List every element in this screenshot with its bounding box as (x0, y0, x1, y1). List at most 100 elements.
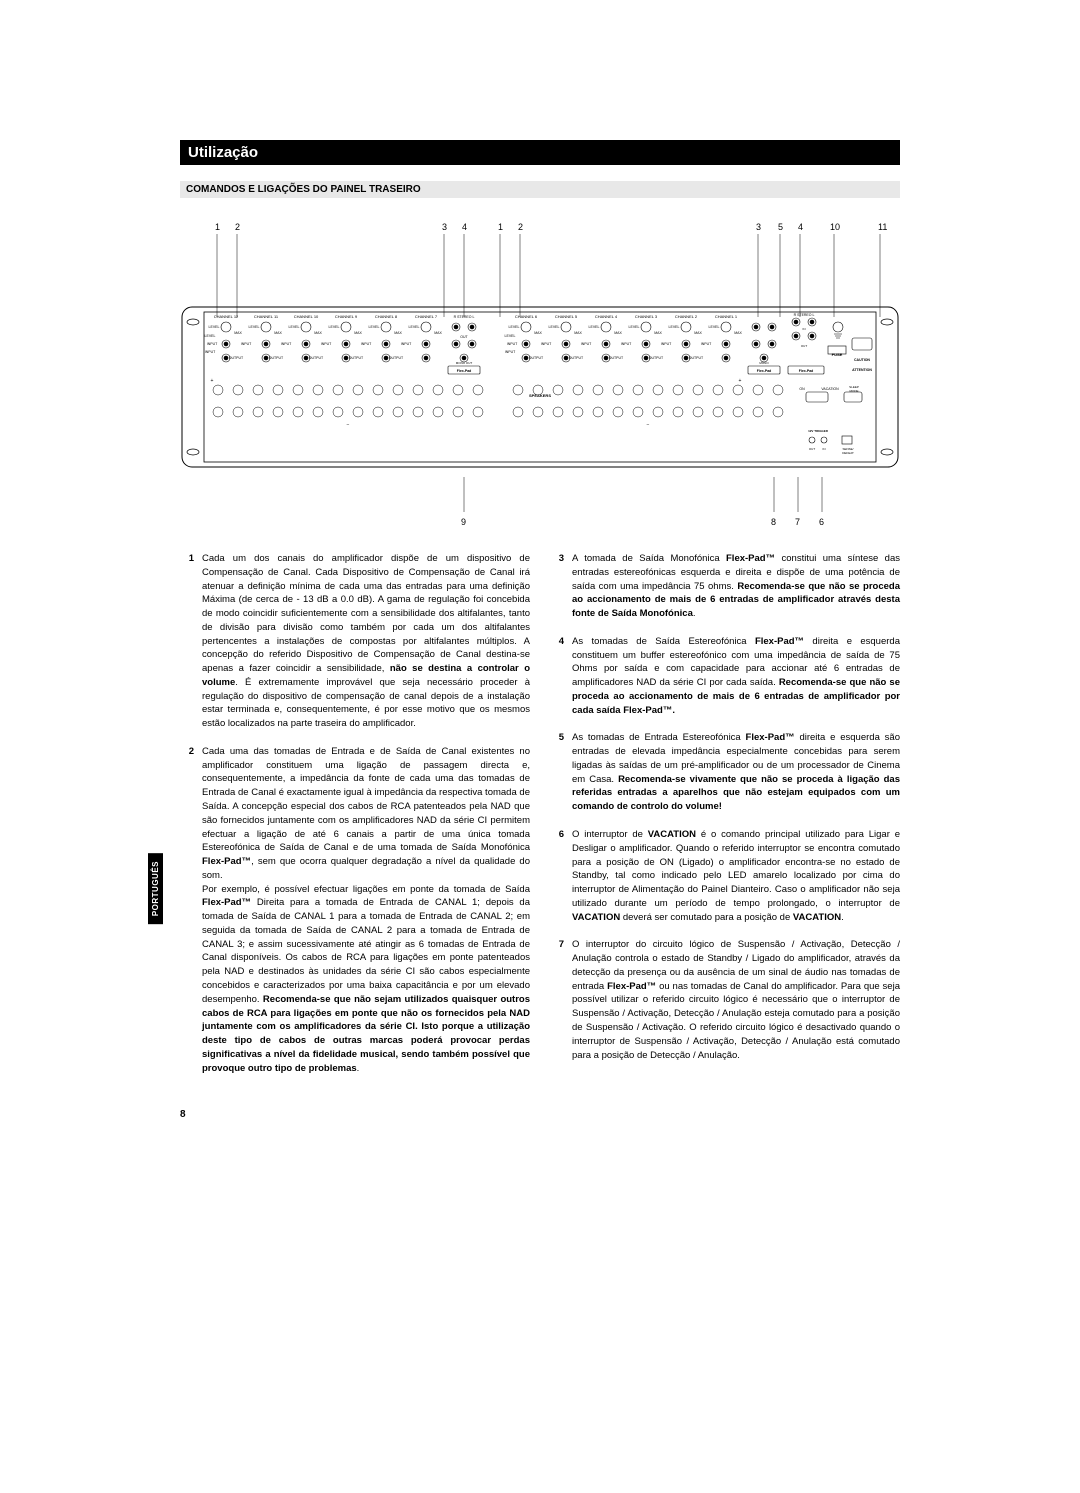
svg-text:IN: IN (823, 447, 826, 451)
svg-text:Flex-Pad: Flex-Pad (757, 369, 772, 373)
item-body: A tomada de Saída Monofónica Flex-Pad™ c… (572, 552, 900, 621)
page-title-bar: Utilização (180, 140, 900, 165)
svg-text:+: + (211, 378, 214, 384)
svg-text:OUT: OUT (809, 447, 816, 451)
svg-text:INPUT: INPUT (207, 342, 218, 346)
item-body: Cada uma das tomadas de Entrada e de Saí… (202, 745, 530, 1075)
svg-text:LEVEL: LEVEL (205, 334, 216, 338)
numbered-item: 1Cada um dos canais do amplificador disp… (180, 552, 530, 731)
svg-text:LEVEL: LEVEL (589, 325, 600, 329)
callout-3: 3 (442, 222, 447, 232)
svg-text:OUT: OUT (460, 335, 468, 339)
callout-2: 2 (235, 222, 240, 232)
svg-text:ON: ON (799, 387, 805, 391)
svg-text:CHANNEL 11: CHANNEL 11 (254, 314, 279, 319)
callout-2b: 2 (518, 222, 523, 232)
svg-text:CHANNEL 5: CHANNEL 5 (555, 314, 578, 319)
item-body: O interruptor de VACATION é o comando pr… (572, 828, 900, 924)
svg-text:INPUT: INPUT (321, 342, 332, 346)
svg-text:OUT: OUT (801, 344, 808, 348)
svg-text:R STEREO L: R STEREO L (454, 315, 475, 319)
svg-text:CHANNEL 8: CHANNEL 8 (375, 314, 398, 319)
svg-text:INPUT: INPUT (507, 342, 518, 346)
svg-text:12V TRIGGER: 12V TRIGGER (808, 429, 829, 433)
item-body: As tomadas de Saída Estereofónica Flex-P… (572, 635, 900, 718)
svg-text:OUTPUT: OUTPUT (609, 356, 624, 360)
svg-text:INPUT: INPUT (241, 342, 252, 346)
svg-text:FUSE: FUSE (832, 352, 843, 357)
svg-text:CHANNEL 2: CHANNEL 2 (675, 314, 698, 319)
svg-text:MAX: MAX (734, 331, 742, 335)
callout-6: 6 (819, 517, 824, 527)
svg-text:LEVEL: LEVEL (209, 325, 220, 329)
item-number: 2 (180, 745, 194, 1075)
svg-text:INPUT: INPUT (205, 350, 216, 354)
svg-text:LEVEL: LEVEL (629, 325, 640, 329)
language-tab: PORTUGUÊS (148, 853, 163, 924)
svg-text:CHANNEL 4: CHANNEL 4 (595, 314, 618, 319)
item-body: As tomadas de Entrada Estereofónica Flex… (572, 731, 900, 814)
svg-text:CHANNEL 12: CHANNEL 12 (214, 314, 239, 319)
svg-text:CHANNEL 3: CHANNEL 3 (635, 314, 658, 319)
panel-svg: CHANNEL 12 CHANNEL 11 CHANNEL 10 CHANNEL… (180, 222, 900, 532)
svg-text:CHANNEL 10: CHANNEL 10 (294, 314, 319, 319)
item-body: O interruptor do circuito lógico de Susp… (572, 938, 900, 1062)
svg-text:MAX: MAX (314, 331, 322, 335)
svg-text:VACATION: VACATION (821, 387, 839, 391)
subtitle-bar: COMANDOS E LIGAÇÕES DO PAINEL TRASEIRO (180, 181, 900, 198)
svg-text:OUTPUT: OUTPUT (349, 356, 364, 360)
callout-4: 4 (462, 222, 467, 232)
svg-text:INPUT: INPUT (361, 342, 372, 346)
callout-7: 7 (795, 517, 800, 527)
svg-text:INPUT: INPUT (701, 342, 712, 346)
svg-text:LEVEL: LEVEL (509, 325, 520, 329)
svg-text:INPUT: INPUT (621, 342, 632, 346)
callout-1b: 1 (498, 222, 503, 232)
item-number: 4 (550, 635, 564, 718)
svg-text:MAX: MAX (694, 331, 702, 335)
svg-text:OUTPUT: OUTPUT (649, 356, 664, 360)
callout-3b: 3 (756, 222, 761, 232)
svg-text:OUTPUT: OUTPUT (269, 356, 284, 360)
svg-text:MAX: MAX (274, 331, 282, 335)
svg-text:OUTPUT: OUTPUT (229, 356, 244, 360)
svg-text:MODE: MODE (850, 389, 859, 393)
item-number: 6 (550, 828, 564, 924)
numbered-item: 5As tomadas de Entrada Estereofónica Fle… (550, 731, 900, 814)
svg-text:Flex-Pad: Flex-Pad (457, 369, 472, 373)
column-left: 1Cada um dos canais do amplificador disp… (180, 552, 530, 1089)
callout-8: 8 (771, 517, 776, 527)
item-number: 5 (550, 731, 564, 814)
svg-text:IN: IN (803, 327, 806, 331)
svg-text:CHANNEL 9: CHANNEL 9 (335, 314, 358, 319)
svg-text:LEVEL: LEVEL (329, 325, 340, 329)
svg-text:CHANNEL 7: CHANNEL 7 (415, 314, 438, 319)
item-number: 7 (550, 938, 564, 1062)
rear-panel-diagram: 1 2 3 4 1 2 3 5 4 10 11 (180, 222, 900, 532)
svg-text:INPUT: INPUT (581, 342, 592, 346)
svg-text:MAX: MAX (654, 331, 662, 335)
svg-text:ATTENTION: ATTENTION (852, 368, 872, 372)
svg-text:MAX: MAX (434, 331, 442, 335)
svg-text:LEVEL: LEVEL (369, 325, 380, 329)
svg-text:LEVEL: LEVEL (709, 325, 720, 329)
svg-text:INPUT: INPUT (505, 350, 516, 354)
svg-text:CHANNEL 6: CHANNEL 6 (515, 314, 538, 319)
svg-text:LEVEL: LEVEL (549, 325, 560, 329)
svg-text:INPUT: INPUT (541, 342, 552, 346)
svg-text:OUTPUT: OUTPUT (569, 356, 584, 360)
callout-5: 5 (778, 222, 783, 232)
svg-text:LEVEL: LEVEL (505, 334, 516, 338)
svg-text:LEVEL: LEVEL (409, 325, 420, 329)
svg-text:LEVEL: LEVEL (249, 325, 260, 329)
svg-text:Flex-Pad: Flex-Pad (799, 369, 814, 373)
svg-text:INPUT: INPUT (281, 342, 292, 346)
svg-text:OUTPUT: OUTPUT (529, 356, 544, 360)
svg-text:CHANNEL 1: CHANNEL 1 (715, 314, 738, 319)
svg-text:−: − (647, 422, 650, 428)
svg-text:INPUT: INPUT (401, 342, 412, 346)
svg-text:MAX: MAX (574, 331, 582, 335)
page-number: 8 (180, 1109, 900, 1120)
callout-4b: 4 (798, 222, 803, 232)
svg-text:MAX: MAX (534, 331, 542, 335)
